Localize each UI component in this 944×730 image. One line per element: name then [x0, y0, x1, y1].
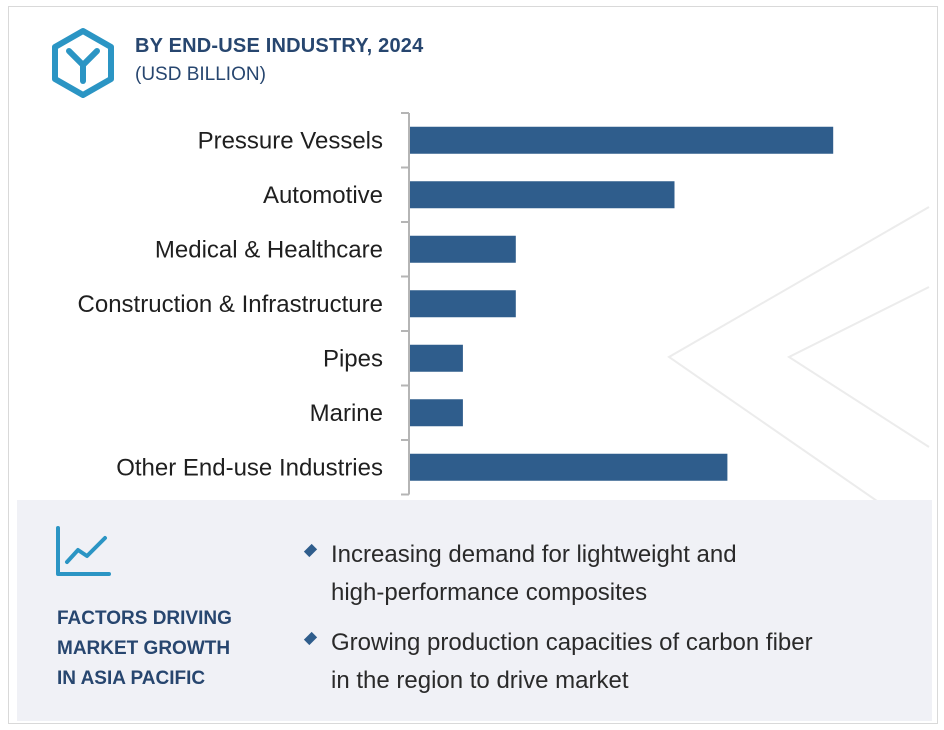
- bar: [410, 126, 834, 154]
- category-label: Other End-use Industries: [116, 454, 383, 481]
- factors-title-line: FACTORS DRIVING: [57, 608, 232, 629]
- bar: [410, 235, 516, 263]
- bar: [410, 290, 516, 318]
- category-label: Pressure Vessels: [198, 127, 383, 154]
- category-label: Construction & Infrastructure: [78, 291, 383, 318]
- chart-title: BY END-USE INDUSTRY, 2024: [135, 35, 424, 57]
- factor-line: high-performance composites: [331, 579, 648, 606]
- background-decoration: [667, 206, 930, 538]
- hexagon-y-logo-icon: [52, 28, 114, 98]
- category-label: Automotive: [263, 182, 383, 209]
- bar: [410, 453, 728, 481]
- factor-item: Growing production capacities of carbon …: [299, 624, 919, 700]
- factors-list: Increasing demand for lightweight and hi…: [299, 536, 919, 712]
- factors-title-line: IN ASIA PACIFIC: [57, 668, 206, 689]
- bar: [410, 344, 463, 372]
- factor-item: Increasing demand for lightweight and hi…: [299, 536, 919, 612]
- category-label: Medical & Healthcare: [155, 236, 383, 263]
- infographic-card: BY END-USE INDUSTRY, 2024 (USD BILLION) …: [8, 6, 938, 724]
- diamond-bullet-icon: [303, 543, 318, 558]
- factor-line: Growing production capacities of carbon …: [331, 629, 813, 656]
- diamond-bullet-icon: [303, 631, 318, 646]
- factor-line: in the region to drive market: [331, 667, 629, 694]
- category-label: Marine: [310, 400, 383, 427]
- bar: [410, 181, 675, 209]
- category-label: Pipes: [323, 345, 383, 372]
- factor-line: Increasing demand for lightweight and: [331, 541, 737, 568]
- bar: [410, 399, 463, 427]
- trend-line-chart-icon: [56, 526, 111, 576]
- growth-factors-panel: FACTORS DRIVING MARKET GROWTH IN ASIA PA…: [17, 500, 932, 721]
- factors-title: FACTORS DRIVING MARKET GROWTH IN ASIA PA…: [57, 604, 287, 694]
- chart-subtitle: (USD BILLION): [135, 64, 266, 85]
- bar-chart: Pressure Vessels Automotive Medical & Heal…: [78, 112, 834, 496]
- factors-title-line: MARKET GROWTH: [57, 638, 231, 659]
